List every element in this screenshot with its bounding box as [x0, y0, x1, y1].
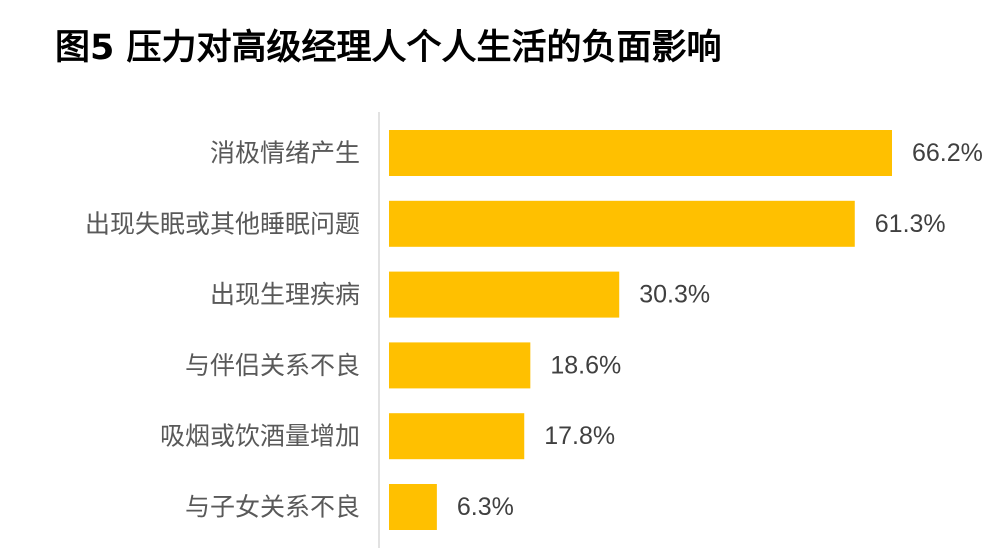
bar [389, 200, 855, 247]
category-label: 吸烟或饮酒量增加 [160, 422, 360, 451]
value-label: 30.3% [639, 281, 710, 309]
value-label: 18.6% [550, 351, 621, 379]
chart-title: 图5 压力对高级经理人个人生活的负面影响 [55, 28, 722, 68]
category-label: 出现失眠或其他睡眠问题 [85, 209, 360, 238]
category-label: 与子女关系不良 [185, 493, 360, 522]
value-label: 6.3% [457, 493, 514, 521]
value-label: 66.2% [912, 139, 983, 167]
value-label: 17.8% [544, 422, 615, 450]
bar [389, 484, 437, 530]
bar [389, 271, 620, 318]
category-label: 出现生理疾病 [210, 280, 360, 309]
bars-group: 消极情绪产生 66.2% 出现失眠或其他睡眠问题 61.3% 出现生理疾病 30.3% 与伴… [85, 130, 983, 530]
category-label: 与伴侣关系不良 [185, 351, 360, 380]
bar [389, 413, 525, 460]
value-label: 61.3% [875, 210, 946, 238]
bar [389, 130, 892, 176]
bar [389, 342, 531, 389]
category-label: 消极情绪产生 [210, 139, 360, 168]
